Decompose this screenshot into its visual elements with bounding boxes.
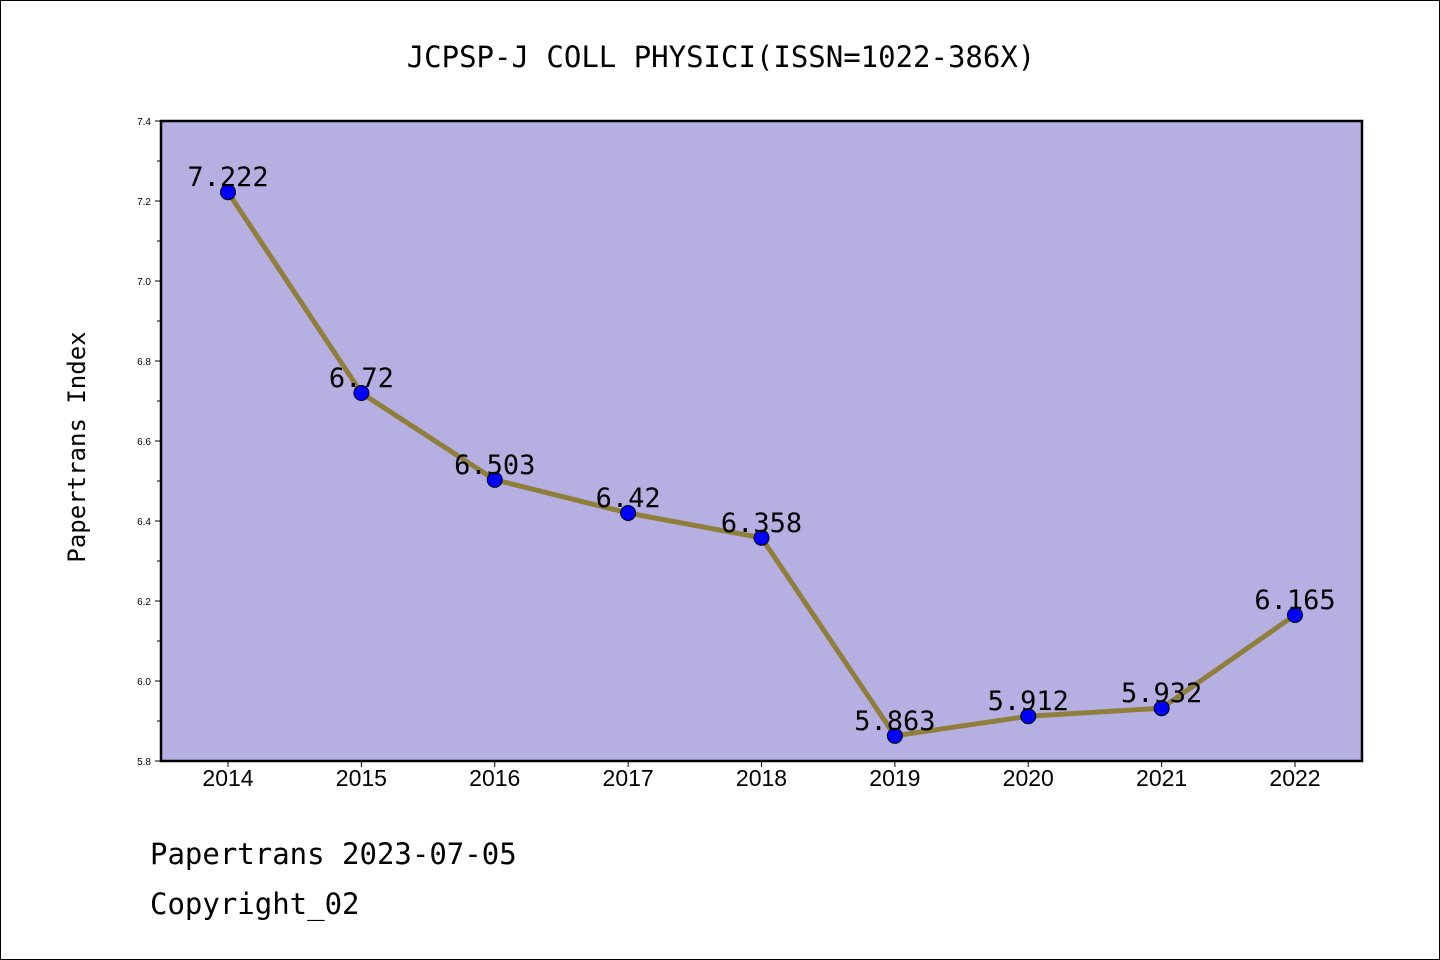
y-tick-label-5: 6.8 bbox=[137, 357, 151, 368]
y-tick-label-7: 7.2 bbox=[137, 197, 151, 208]
data-label-2019: 5.863 bbox=[854, 706, 935, 737]
x-tick-label-7: 2021 bbox=[1136, 765, 1187, 791]
y-tick-label-0: 5.8 bbox=[137, 757, 151, 768]
data-labels: 7.222 6.72 6.503 6.42 6.358 5.863 5.912 5.932 6.… bbox=[187, 162, 1335, 737]
data-point-2016 bbox=[486, 471, 503, 488]
y-tick-label-6: 7.0 bbox=[137, 277, 151, 288]
plot-area bbox=[159, 119, 1364, 763]
x-tick-label-5: 2019 bbox=[869, 765, 920, 791]
x-axis: 2014 2015 2016 2017 2018 2019 2020 2021 2022 bbox=[202, 761, 1321, 791]
data-label-2021: 5.932 bbox=[1121, 678, 1202, 709]
data-label-2017: 6.42 bbox=[596, 483, 661, 514]
y-tick-label-1: 6.0 bbox=[137, 677, 151, 688]
y-tick-label-8: 7.4 bbox=[137, 117, 151, 128]
y-tick-label-2: 6.2 bbox=[137, 597, 151, 608]
y-tick-label-3: 6.4 bbox=[137, 517, 151, 528]
data-label-2020: 5.912 bbox=[988, 686, 1069, 717]
x-tick-label-6: 2020 bbox=[1003, 765, 1054, 791]
y-tick-label-4: 6.6 bbox=[137, 437, 151, 448]
footer-date-text: Papertrans 2023-07-05 bbox=[150, 837, 517, 871]
data-point-2015 bbox=[353, 385, 370, 401]
x-tick-label-3: 2017 bbox=[603, 765, 654, 791]
footer-copyright-text: Copyright_02 bbox=[150, 887, 360, 921]
data-label-2015: 6.72 bbox=[329, 363, 394, 394]
x-tick-label-1: 2015 bbox=[336, 765, 387, 791]
y-axis: 5.8 6.0 6.2 6.4 6.6 6.8 7.0 7.2 7.4 bbox=[137, 117, 161, 768]
data-point-2017 bbox=[620, 505, 637, 521]
x-tick-label-8: 2022 bbox=[1269, 765, 1320, 791]
data-point-2022 bbox=[1287, 607, 1303, 623]
data-point-2018 bbox=[753, 529, 770, 546]
data-label-2016: 6.503 bbox=[454, 450, 535, 481]
x-tick-label-0: 2014 bbox=[202, 765, 253, 791]
data-point-2020 bbox=[1020, 708, 1037, 725]
x-tick-label-2: 2016 bbox=[469, 765, 520, 791]
chart-title: JCPSP-J COLL PHYSICI(ISSN=1022-386X) bbox=[407, 40, 1036, 74]
data-point-2014 bbox=[220, 184, 236, 201]
data-label-2014: 7.222 bbox=[187, 162, 268, 193]
x-tick-label-4: 2018 bbox=[736, 765, 787, 791]
data-point-2021 bbox=[1153, 700, 1170, 717]
series-markers bbox=[220, 184, 1303, 744]
y-axis-label: Papertrans Index bbox=[63, 331, 91, 562]
data-point-2019 bbox=[886, 727, 903, 744]
data-label-2022: 6.165 bbox=[1254, 585, 1335, 616]
data-label-2018: 6.358 bbox=[721, 508, 802, 539]
